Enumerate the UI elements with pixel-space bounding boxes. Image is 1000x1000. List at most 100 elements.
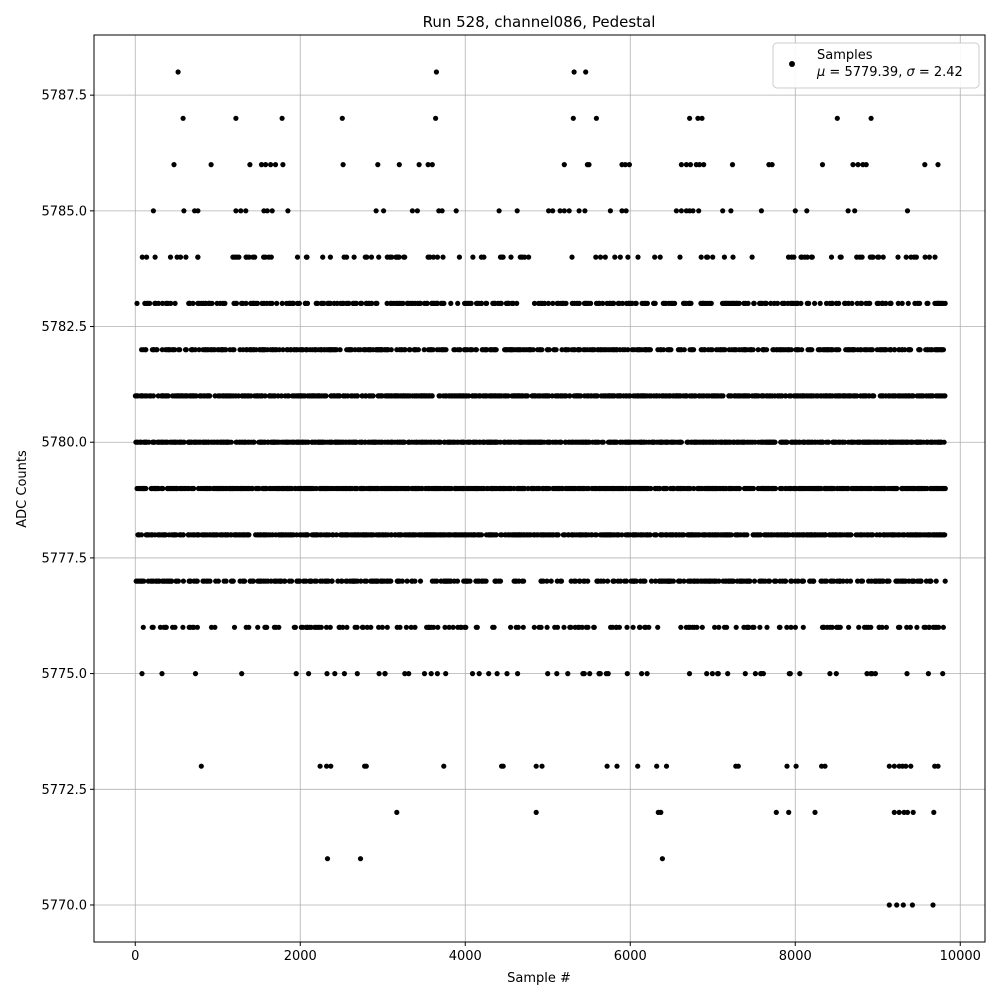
data-point <box>242 578 248 584</box>
legend-label: Samples <box>817 48 873 63</box>
data-point <box>198 763 204 769</box>
data-point <box>243 208 249 214</box>
data-point <box>246 254 252 260</box>
data-point <box>942 300 948 306</box>
data-point <box>652 578 659 584</box>
data-point <box>777 624 783 630</box>
data-point <box>633 300 639 306</box>
data-point <box>337 347 343 353</box>
data-point <box>926 254 933 260</box>
data-point <box>705 254 711 260</box>
data-point <box>374 300 380 306</box>
data-point <box>597 254 604 260</box>
data-point <box>573 578 579 584</box>
data-point <box>246 624 252 630</box>
data-point <box>800 578 807 584</box>
data-point <box>247 162 253 168</box>
data-point <box>143 347 149 353</box>
data-point <box>639 671 645 677</box>
data-point <box>880 578 886 584</box>
data-point <box>647 532 653 538</box>
data-point <box>172 624 178 630</box>
data-point <box>150 624 156 630</box>
data-point <box>364 624 370 630</box>
data-point <box>434 671 440 677</box>
data-point <box>657 254 663 260</box>
data-point <box>474 624 480 630</box>
data-point <box>230 578 236 584</box>
x-tick-label: 10000 <box>940 949 981 964</box>
data-point <box>305 439 311 445</box>
data-point <box>716 624 722 630</box>
legend-stats: μ = 5779.39, σ = 2.42 <box>816 65 963 80</box>
data-point <box>279 300 285 306</box>
data-point <box>784 439 790 445</box>
data-point <box>724 624 730 630</box>
data-point <box>578 393 584 399</box>
data-point <box>376 254 382 260</box>
data-point <box>678 208 685 214</box>
data-point <box>180 578 186 584</box>
data-point <box>469 347 475 353</box>
data-point <box>908 347 914 353</box>
data-point <box>545 671 551 677</box>
data-point <box>742 671 748 677</box>
data-point <box>191 485 197 492</box>
data-point <box>594 393 600 399</box>
data-point <box>402 254 408 260</box>
data-point <box>533 809 539 816</box>
data-point <box>730 254 736 260</box>
data-point <box>751 578 758 584</box>
data-point <box>486 671 492 677</box>
data-point <box>764 347 770 353</box>
data-point <box>933 578 939 584</box>
data-point <box>869 347 876 353</box>
data-point <box>811 578 817 584</box>
data-point <box>317 763 323 769</box>
data-point <box>942 393 948 399</box>
data-point <box>491 624 497 630</box>
data-point <box>351 254 357 260</box>
data-point <box>909 902 916 908</box>
data-point <box>746 624 752 630</box>
data-point <box>473 347 479 353</box>
x-tick-label: 4000 <box>449 949 482 964</box>
data-point <box>576 208 582 214</box>
data-point <box>917 347 923 353</box>
data-point <box>243 300 249 306</box>
data-point <box>332 671 338 677</box>
data-point <box>612 254 618 260</box>
data-point <box>870 532 876 538</box>
data-point <box>376 671 382 677</box>
data-point <box>681 532 687 538</box>
data-point <box>786 809 792 816</box>
data-point <box>691 347 697 353</box>
data-point <box>150 208 156 214</box>
data-point <box>809 347 815 353</box>
data-point <box>248 393 254 399</box>
y-tick-label: 5780.0 <box>42 436 88 451</box>
data-point <box>421 347 427 353</box>
data-point <box>896 809 902 816</box>
data-point <box>767 578 773 584</box>
data-point <box>627 393 633 399</box>
data-point <box>546 208 552 214</box>
data-point <box>172 347 178 353</box>
data-point <box>476 671 482 677</box>
data-point <box>450 624 456 630</box>
data-point <box>688 300 694 306</box>
data-point <box>306 671 312 677</box>
data-point <box>175 578 181 584</box>
data-point <box>647 347 654 353</box>
data-point <box>863 162 869 168</box>
data-point <box>328 763 334 769</box>
data-point <box>789 578 795 584</box>
data-point <box>687 162 694 168</box>
data-point <box>521 578 527 584</box>
data-point <box>646 624 652 630</box>
data-point <box>327 254 333 260</box>
data-point <box>806 300 812 306</box>
data-point <box>417 578 424 584</box>
data-point <box>139 671 145 677</box>
legend-box <box>772 42 980 89</box>
